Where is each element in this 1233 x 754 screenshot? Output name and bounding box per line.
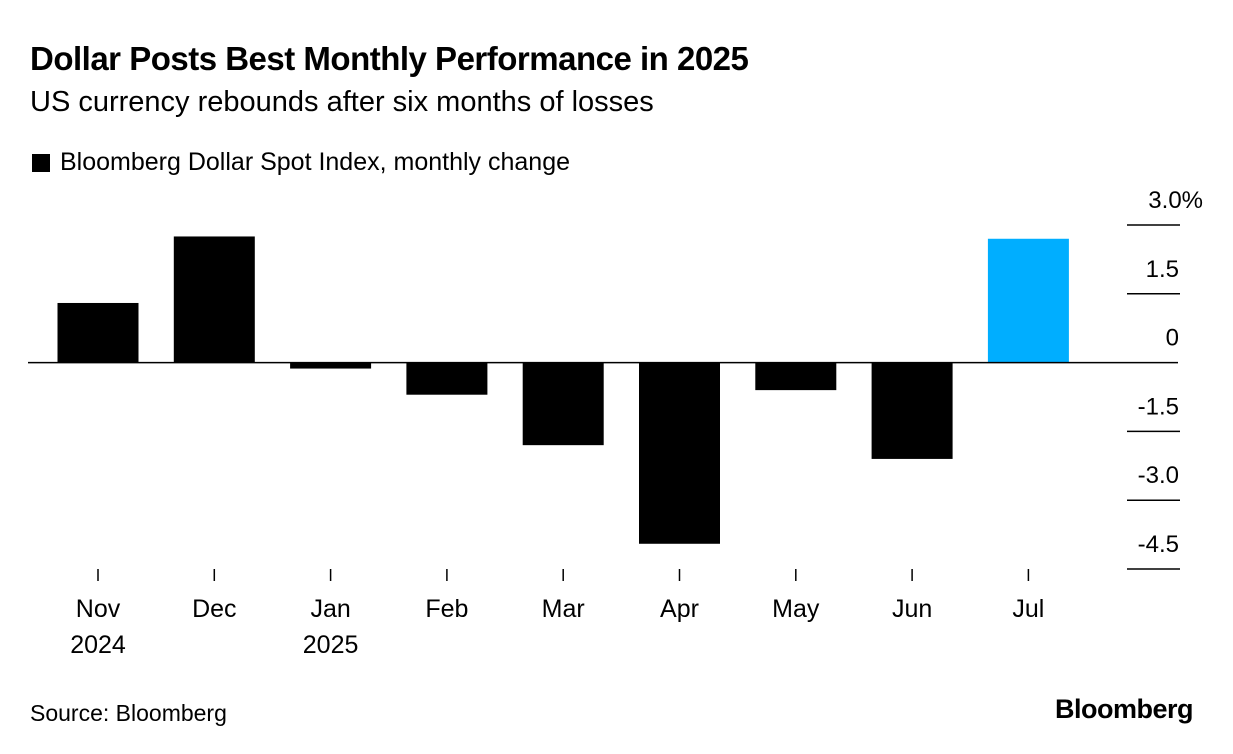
x-tick-label: Jan [310,595,350,623]
legend: Bloomberg Dollar Spot Index, monthly cha… [32,148,570,177]
bar-chart: 3.0% 1.5 0 -1.5 -3.0 -4.5 Nov 2024 Dec Jan 2025 Fe… [28,187,1203,659]
y-tick-label: 3.0% [1148,187,1203,214]
bar-nov [57,302,139,363]
x-tick-label: Apr [660,595,699,623]
bar-apr [639,362,720,544]
bar-feb [406,362,488,395]
bloomberg-logo: Bloomberg [1054,694,1194,724]
x-tick-year-label: 2024 [70,631,126,659]
x-tick-year-label: 2025 [303,631,359,659]
x-tick-label: Mar [542,595,585,623]
chart-title: Dollar Posts Best Monthly Performance in… [30,40,749,77]
y-tick-label: -3.0 [1138,462,1179,489]
bar-may [755,362,837,391]
x-tick-label: Jul [1012,595,1044,623]
y-tick-label: -4.5 [1138,531,1179,558]
bars [57,236,1069,544]
y-tick-label: 0 [1166,325,1179,352]
y-tick-label: -1.5 [1138,393,1179,420]
bar-jan [290,362,372,369]
bar-jul [987,238,1069,363]
source-note: Source: Bloomberg [30,700,227,726]
x-axis: Nov 2024 Dec Jan 2025 Feb Mar Apr May Jun Jul [70,569,1044,659]
bar-jun [871,362,953,459]
x-tick-label: May [772,595,820,623]
legend-swatch [32,153,50,172]
x-tick-label: Nov [76,595,121,623]
y-axis: 3.0% 1.5 0 -1.5 -3.0 -4.5 [1127,187,1203,570]
x-tick-label: Jun [892,595,932,623]
x-tick-label: Feb [425,595,468,623]
x-tick-label: Dec [192,595,236,623]
bar-mar [522,362,604,446]
bar-dec [173,236,255,363]
y-tick-label: 1.5 [1146,256,1179,283]
chart-subtitle: US currency rebounds after six months of… [30,86,654,118]
legend-label: Bloomberg Dollar Spot Index, monthly cha… [60,148,571,176]
